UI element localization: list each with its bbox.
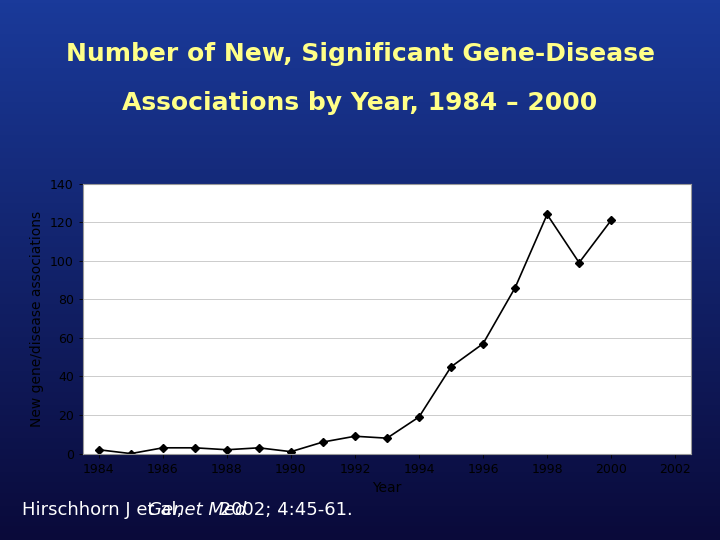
Text: 2002; 4:45-61.: 2002; 4:45-61. — [214, 501, 353, 519]
Text: Hirschhorn J et al,: Hirschhorn J et al, — [22, 501, 188, 519]
X-axis label: Year: Year — [372, 481, 402, 495]
Text: Number of New, Significant Gene-Disease: Number of New, Significant Gene-Disease — [66, 42, 654, 66]
Text: Associations by Year, 1984 – 2000: Associations by Year, 1984 – 2000 — [122, 91, 598, 114]
Y-axis label: New gene/disease associations: New gene/disease associations — [30, 211, 45, 427]
Text: Genet Med: Genet Med — [148, 501, 246, 519]
